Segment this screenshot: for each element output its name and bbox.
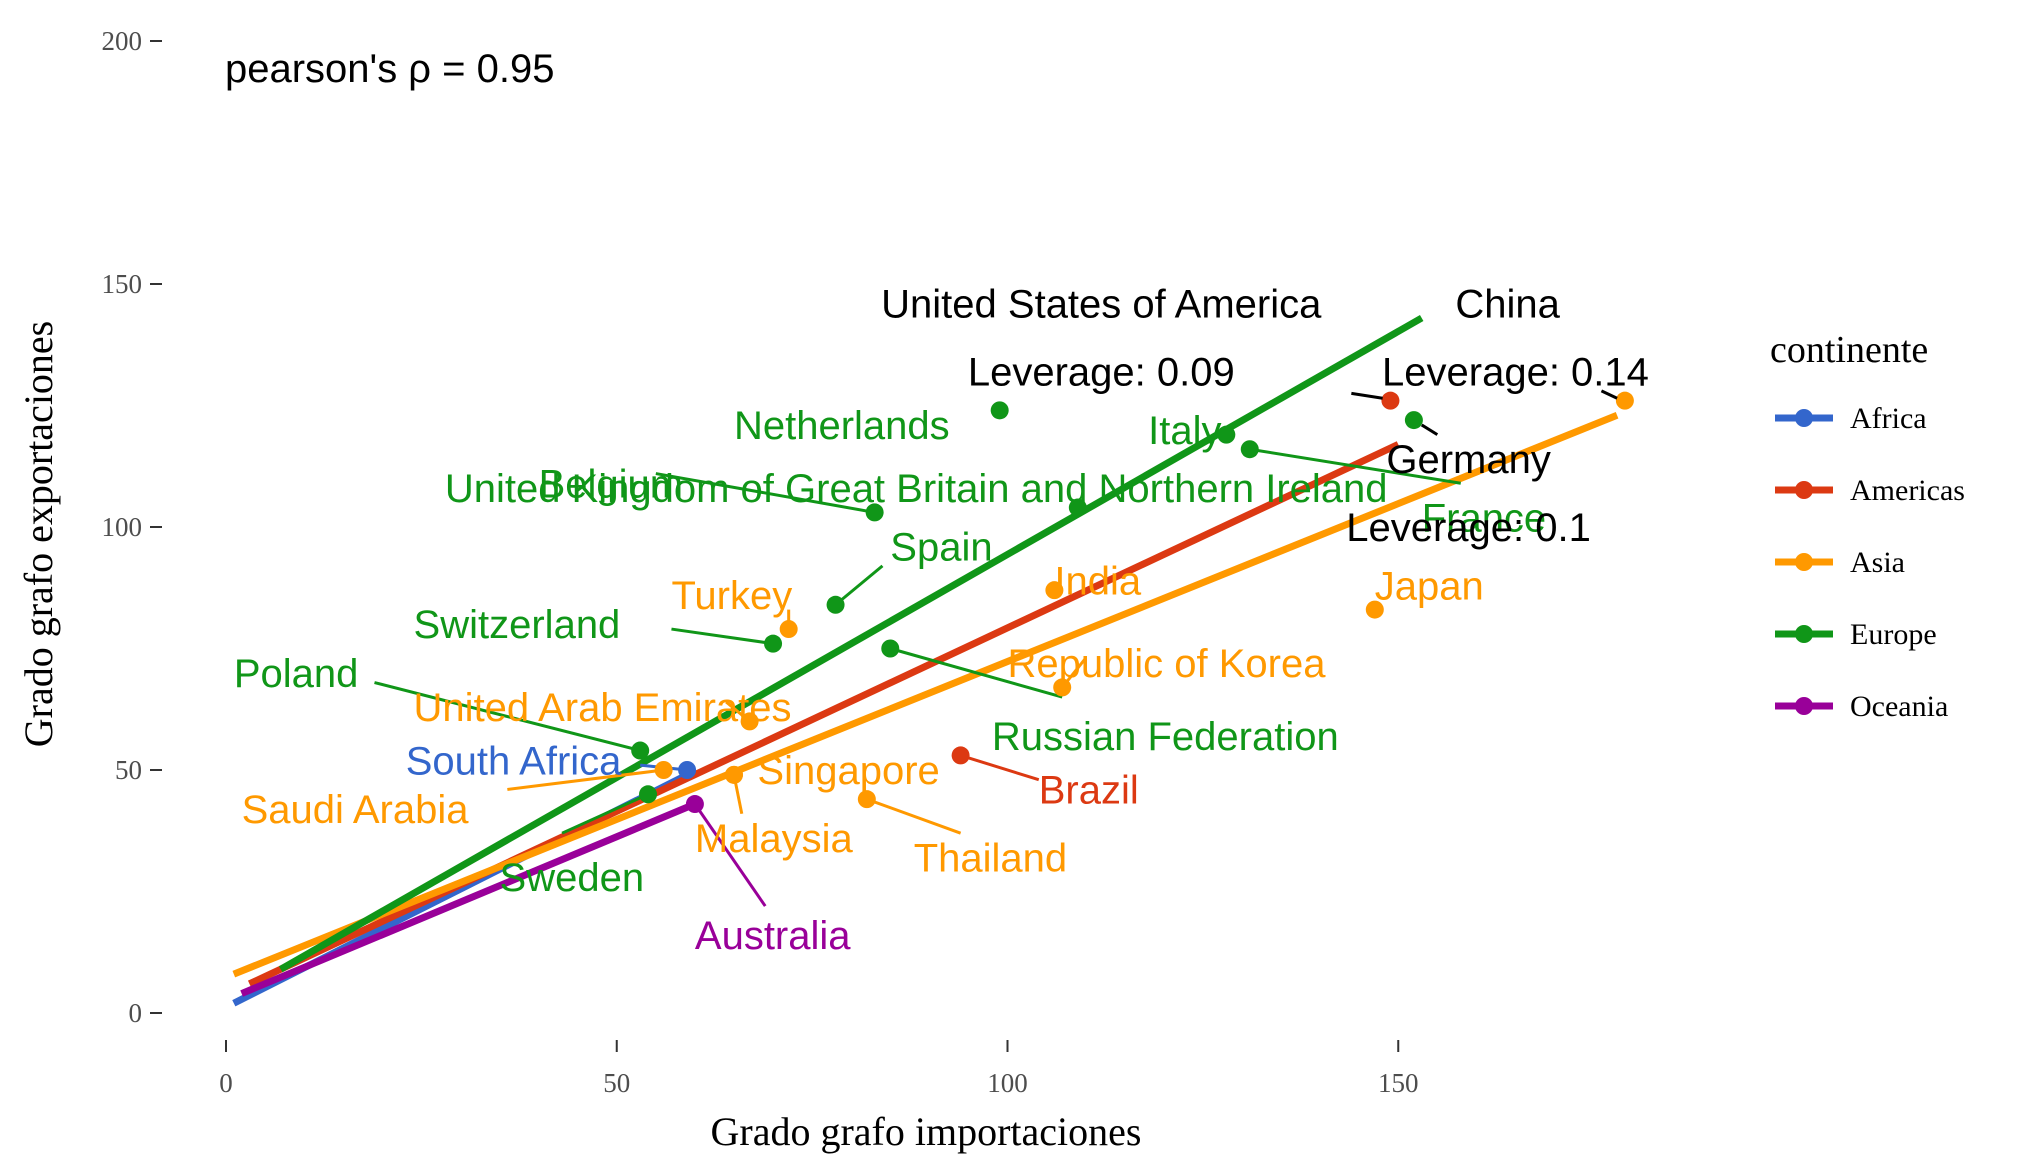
connector-usa — [1351, 391, 1383, 400]
label-switzerland: Switzerland — [414, 603, 621, 647]
connector-belgium — [655, 472, 875, 514]
label-brazil: Brazil — [1039, 768, 1139, 812]
label-japan: Japan — [1375, 564, 1484, 608]
label-saudi-arabia: Saudi Arabia — [242, 788, 470, 832]
connector-poland — [374, 681, 641, 753]
legend-title: continente — [1770, 329, 1928, 371]
point-india — [1045, 581, 1064, 600]
legend-point-africa — [1795, 409, 1813, 427]
label-united-arab-emirates: United Arab Emirates — [414, 686, 792, 730]
connector-china — [1600, 389, 1618, 400]
label-netherlands: Netherlands — [734, 404, 950, 448]
fit-line-asia — [232, 411, 1619, 978]
connector-russian-federation — [889, 647, 1063, 699]
x-axis-title: Grado grafo importaciones — [711, 1109, 1142, 1154]
point-china — [1615, 391, 1634, 410]
connector-france — [1249, 447, 1462, 485]
fit-line-europe — [278, 314, 1424, 973]
point-switzerland — [764, 634, 783, 653]
point-japan — [1365, 600, 1384, 619]
y-tick-label: 200 — [102, 26, 143, 56]
label-spain: Spain — [890, 525, 992, 569]
label-belgium: Belgium — [539, 462, 684, 506]
legend-point-europe — [1795, 625, 1813, 643]
point-thailand — [857, 790, 876, 809]
fit-line-oceania — [240, 800, 697, 997]
connector-germany — [1420, 423, 1439, 436]
label-italy: Italy — [1148, 409, 1221, 453]
label-india: India — [1054, 559, 1141, 603]
point-belgium — [865, 503, 884, 522]
connector-brazil — [960, 753, 1040, 782]
label-thailand: Thailand — [914, 836, 1067, 880]
label-australia: Australia — [695, 914, 851, 958]
annotation-2: China — [1455, 282, 1560, 326]
point-russian-federation — [881, 639, 900, 658]
label-south-africa: South Africa — [406, 739, 622, 783]
y-axis-title: Grado grafo exportaciones — [16, 321, 61, 747]
point-malaysia — [724, 765, 743, 784]
legend-label-asia: Asia — [1850, 546, 1905, 579]
pearson-annotation: pearson's ρ = 0.95 — [225, 47, 555, 91]
annotation-5: Leverage: 0.1 — [1346, 506, 1591, 550]
label-turkey: Turkey — [671, 574, 792, 618]
point-germany — [1404, 411, 1423, 430]
y-tick-label: 0 — [129, 998, 143, 1028]
point-italy — [1217, 425, 1236, 444]
point-republic-of-korea — [1053, 678, 1072, 697]
legend-label-africa: Africa — [1850, 402, 1927, 435]
label-poland: Poland — [234, 652, 359, 696]
point-brazil — [951, 746, 970, 765]
point-spain — [826, 595, 845, 614]
label-singapore: Singapore — [757, 749, 939, 793]
point-saudi-arabia — [654, 761, 673, 779]
point-sweden — [639, 785, 658, 804]
connector-saudi-arabia — [507, 768, 664, 791]
legend-point-oceania — [1795, 697, 1813, 715]
label-united-kingdom-of-great-britain-and-northern-ireland: United Kingdom of Great Britain and Nort… — [445, 467, 1388, 511]
connector-thailand — [866, 797, 962, 835]
legend-point-asia — [1795, 553, 1813, 571]
legend-point-americas — [1795, 481, 1813, 499]
point-netherlands — [990, 401, 1009, 420]
annotation-1: Leverage: 0.09 — [968, 350, 1235, 394]
point-turkey — [779, 620, 798, 639]
point-united-kingdom-of-great-britain-and-northern-ireland — [1068, 498, 1087, 517]
label-malaysia: Malaysia — [695, 817, 854, 861]
x-tick-label: 100 — [987, 1068, 1028, 1098]
y-tick-label: 50 — [115, 755, 142, 785]
label-republic-of-korea: Republic of Korea — [1008, 642, 1327, 686]
point-united-arab-emirates — [740, 712, 759, 731]
legend-label-oceania: Oceania — [1850, 690, 1948, 723]
label-france: France — [1422, 496, 1547, 540]
connector-australia — [693, 803, 767, 907]
legend-label-europe: Europe — [1850, 618, 1937, 651]
label-sweden: Sweden — [500, 856, 645, 900]
x-tick-label: 150 — [1378, 1068, 1419, 1098]
x-tick-label: 50 — [603, 1068, 630, 1098]
connector-sweden — [561, 792, 649, 835]
point-france — [1240, 440, 1259, 459]
annotation-3: Leverage: 0.14 — [1382, 350, 1649, 394]
point-south-africa — [678, 761, 697, 779]
legend-label-americas: Americas — [1850, 474, 1965, 507]
point-united-states-of-america — [1381, 391, 1400, 410]
y-tick-label: 150 — [102, 269, 143, 299]
annotation-0: United States of America — [881, 282, 1322, 326]
point-poland — [631, 741, 650, 760]
point-australia — [685, 795, 704, 814]
label-russian-federation: Russian Federation — [992, 715, 1339, 759]
x-tick-label: 0 — [219, 1068, 233, 1098]
y-tick-label: 100 — [102, 512, 143, 542]
connector-spain — [834, 564, 884, 606]
connector-switzerland — [671, 627, 774, 646]
annotation-4: Germany — [1386, 438, 1551, 482]
